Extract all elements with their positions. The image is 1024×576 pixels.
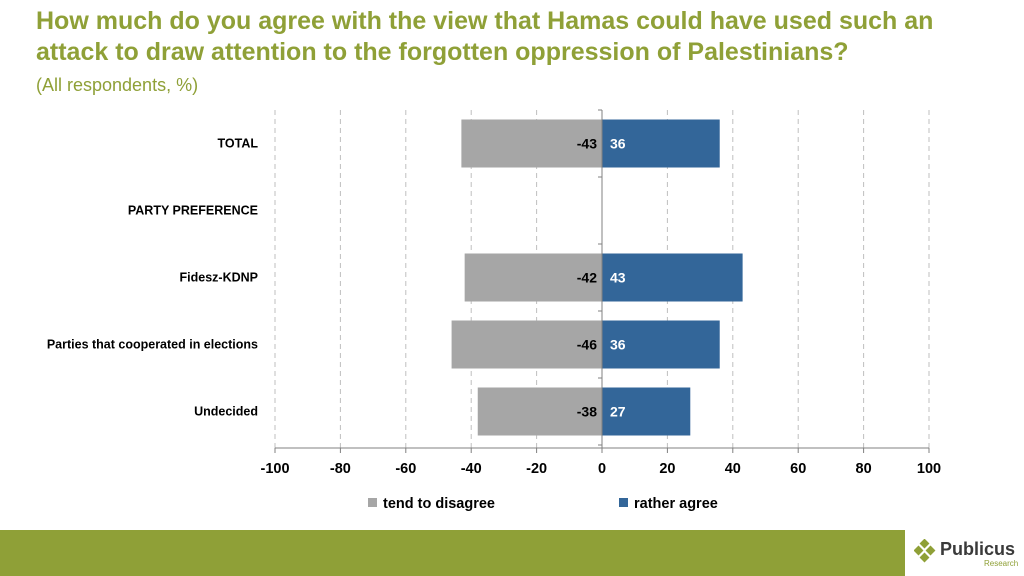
bar-agree	[602, 253, 743, 302]
data-label-disagree: -38	[577, 404, 597, 420]
category-label: PARTY PREFERENCE	[128, 204, 258, 218]
logo-name: Publicus	[940, 539, 1016, 559]
x-tick-label: 100	[917, 461, 941, 477]
x-tick-label: -80	[330, 461, 351, 477]
data-label-agree: 36	[610, 136, 626, 152]
legend-label-agree: rather agree	[634, 496, 718, 512]
x-tick-label: 0	[598, 461, 606, 477]
logo-mark-icon	[914, 539, 936, 563]
legend-swatch-disagree	[368, 498, 377, 507]
chart: TOTAL -43 36 PARTY PREFERENCE Fidesz-KDNP -42…	[47, 109, 941, 512]
data-label-disagree: -46	[577, 337, 597, 353]
x-tick-label: -40	[461, 461, 482, 477]
x-tick-label: 80	[856, 461, 872, 477]
data-label-disagree: -42	[577, 270, 597, 286]
data-label-disagree: -43	[577, 136, 597, 152]
footer-band	[0, 530, 905, 576]
x-tick-label: 40	[725, 461, 741, 477]
data-label-agree: 36	[610, 337, 626, 353]
x-tick-label: -100	[260, 461, 289, 477]
x-tick-label: -20	[526, 461, 547, 477]
x-tick-label: -60	[395, 461, 416, 477]
category-label: Undecided	[194, 405, 258, 419]
bar-agree	[602, 320, 720, 369]
category-label: TOTAL	[217, 137, 258, 151]
x-tick-label: 20	[659, 461, 675, 477]
bar-agree	[602, 387, 691, 436]
legend-label-disagree: tend to disagree	[383, 496, 495, 512]
data-label-agree: 43	[610, 270, 626, 286]
chart-title: How much do you agree with the view that…	[36, 7, 934, 66]
logo-sub: Research	[984, 559, 1019, 568]
category-label: Fidesz-KDNP	[180, 271, 258, 285]
bar-disagree	[464, 253, 602, 302]
x-tick-label: 60	[790, 461, 806, 477]
legend-swatch-agree	[619, 498, 628, 507]
bar-agree	[602, 119, 720, 168]
data-label-agree: 27	[610, 404, 626, 420]
chart-subtitle: (All respondents, %)	[36, 75, 199, 95]
publicus-logo: Publicus Research	[914, 535, 1024, 573]
category-label: Parties that cooperated in elections	[47, 338, 258, 352]
bar-disagree	[477, 387, 602, 436]
bar-disagree	[451, 320, 602, 369]
bar-disagree	[461, 119, 602, 168]
